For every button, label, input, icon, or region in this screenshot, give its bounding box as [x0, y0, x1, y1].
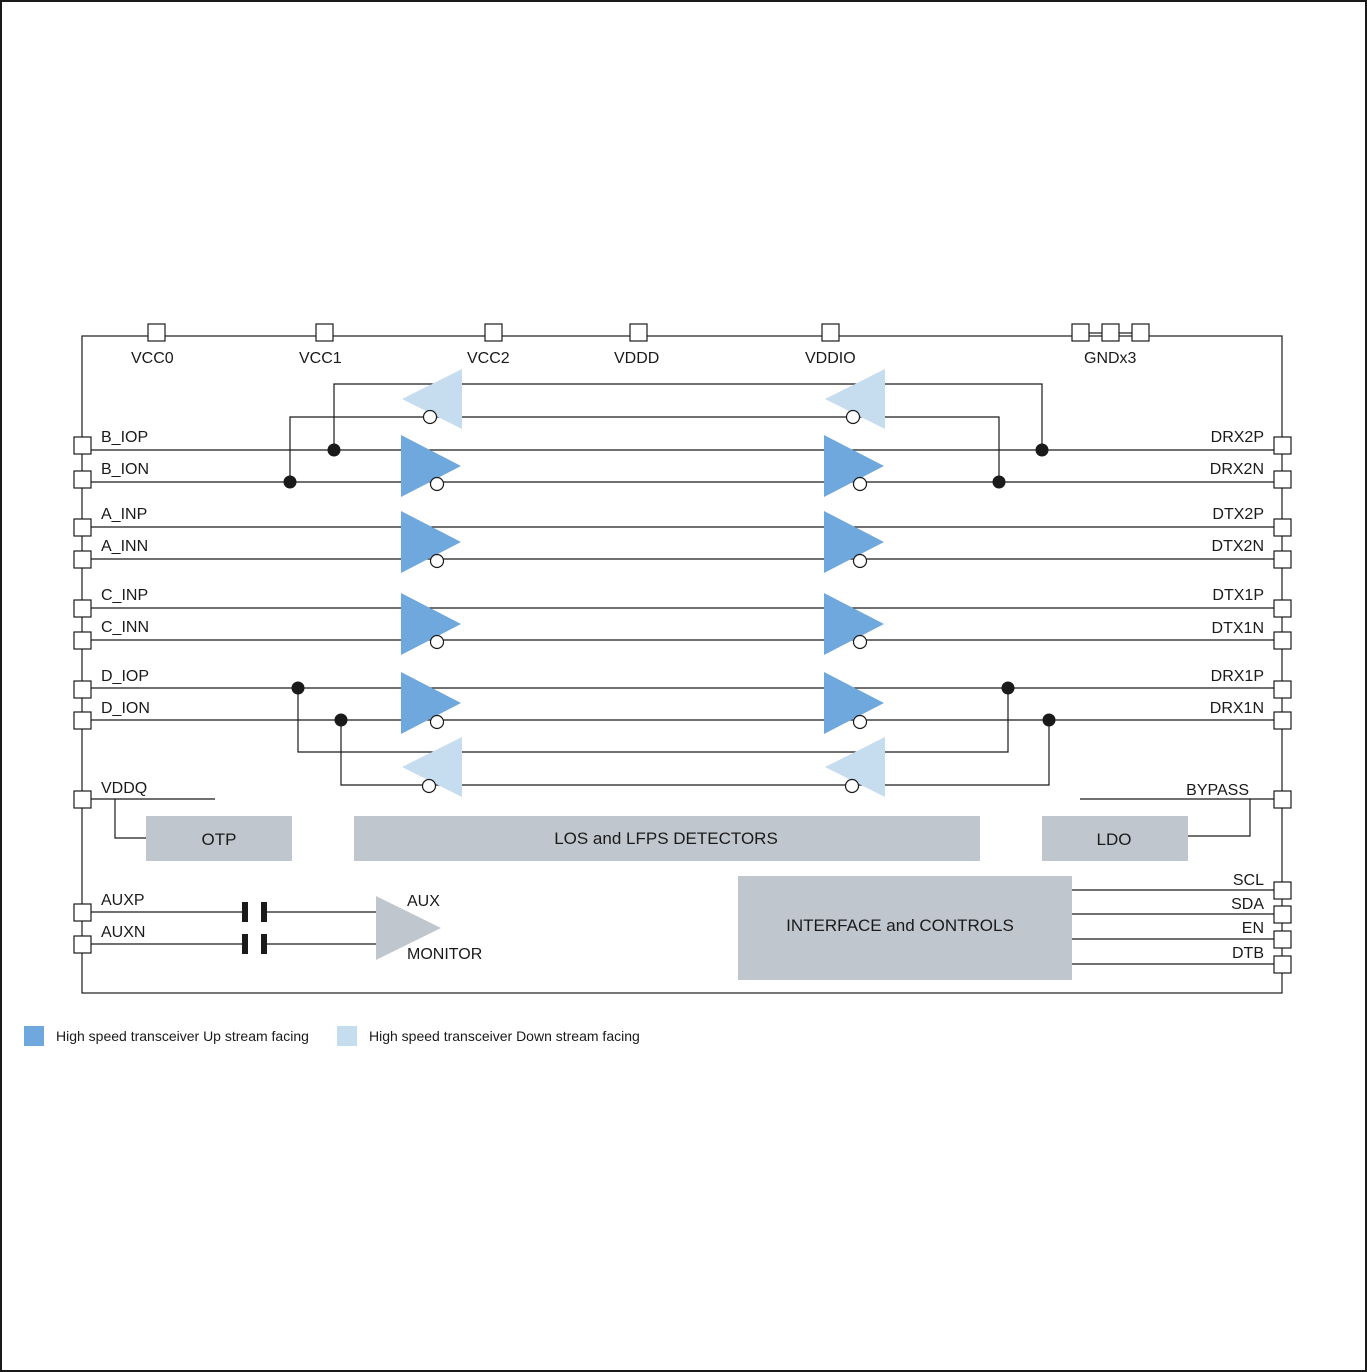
upstream-transceiver-d-right [824, 672, 884, 734]
vddd-label: VDDD [614, 350, 659, 367]
ldo-label: LDO [1097, 830, 1132, 849]
a-inn-label: A_INN [101, 538, 148, 555]
c-inp-pin [73, 599, 92, 618]
vcc1-label: VCC1 [299, 350, 342, 367]
dtx2n-pin [1273, 550, 1292, 569]
upstream-transceiver-a-left [401, 511, 461, 573]
en-pin [1273, 930, 1292, 949]
legend: High speed transceiver Up stream facing … [24, 1026, 640, 1046]
gnd-label: GNDx3 [1084, 350, 1137, 367]
b-ion-pin [73, 470, 92, 489]
dtx1n-label: DTX1N [1212, 620, 1264, 637]
los-lfps-block [354, 816, 980, 861]
vddq-pin [73, 790, 92, 809]
auxn-pin [73, 935, 92, 954]
junction-dots [283, 443, 1056, 727]
aux-monitor-label-line1: AUX [407, 893, 440, 910]
los-lfps-label: LOS and LFPS DETECTORS [554, 829, 778, 848]
sda-pin [1273, 905, 1292, 924]
d-iop-label: D_IOP [101, 668, 149, 685]
bypass-label: BYPASS [1186, 782, 1249, 799]
sda-label: SDA [1231, 896, 1264, 913]
right-pins [1273, 436, 1292, 974]
dtx1n-pin [1273, 631, 1292, 650]
downstream-transceiver-top-right [825, 369, 885, 429]
vcc2-label: VCC2 [467, 350, 510, 367]
signal-lines [82, 383, 1282, 965]
aux-monitor-label-line2: MONITOR [407, 946, 482, 963]
bypass-pin [1273, 790, 1292, 809]
scl-label: SCL [1233, 872, 1264, 889]
c-inp-label: C_INP [101, 587, 148, 604]
vcc1-pin [315, 323, 334, 342]
b-iop-label: B_IOP [101, 429, 148, 446]
interface-label: INTERFACE and CONTROLS [786, 916, 1014, 935]
a-inp-label: A_INP [101, 506, 147, 523]
dtx1p-pin [1273, 599, 1292, 618]
legend-upstream-swatch [24, 1026, 44, 1046]
aux-monitor-amplifier [376, 896, 441, 960]
d-iop-pin [73, 680, 92, 699]
dtb-label: DTB [1232, 945, 1264, 962]
dtx1p-label: DTX1P [1212, 587, 1264, 604]
a-inp-pin [73, 518, 92, 537]
drx2p-label: DRX2P [1211, 429, 1264, 446]
drx2n-pin [1273, 470, 1292, 489]
upstream-transceiver-d-left [401, 672, 461, 734]
b-iop-pin [73, 436, 92, 455]
downstream-transceiver-bottom-right [825, 737, 885, 797]
scl-pin [1273, 881, 1292, 900]
legend-upstream-label: High speed transceiver Up stream facing [56, 1028, 309, 1044]
vddd-pin [629, 323, 648, 342]
chip-outline [81, 335, 1283, 994]
d-ion-label: D_ION [101, 700, 150, 717]
drx1p-pin [1273, 680, 1292, 699]
b-ion-label: B_ION [101, 461, 149, 478]
vddio-label: VDDIO [805, 350, 856, 367]
downstream-transceiver-bottom-left [402, 737, 462, 797]
legend-downstream-swatch [337, 1026, 357, 1046]
drx2n-label: DRX2N [1210, 461, 1264, 478]
left-pins [73, 436, 92, 954]
upstream-transceiver-b-left [401, 435, 461, 497]
drx1p-label: DRX1P [1211, 668, 1264, 685]
interface-block [738, 876, 1072, 980]
drx1n-pin [1273, 711, 1292, 730]
c-inn-label: C_INN [101, 619, 149, 636]
gnd-pin-2 [1101, 323, 1120, 342]
upstream-transceiver-b-right [824, 435, 884, 497]
vddio-pin [821, 323, 840, 342]
a-inn-pin [73, 550, 92, 569]
auxp-label: AUXP [101, 892, 145, 909]
dtx2n-label: DTX2N [1212, 538, 1264, 555]
c-inn-pin [73, 631, 92, 650]
legend-downstream-label: High speed transceiver Down stream facin… [369, 1028, 640, 1044]
ldo-block [1042, 816, 1188, 861]
downstream-transceiver-top-left [402, 369, 462, 429]
aux-capacitors [242, 902, 267, 954]
auxp-pin [73, 903, 92, 922]
otp-label: OTP [202, 830, 237, 849]
d-ion-pin [73, 711, 92, 730]
dtx2p-pin [1273, 518, 1292, 537]
upstream-transceiver-c-right [824, 593, 884, 655]
vcc0-label: VCC0 [131, 350, 174, 367]
vcc0-pin [147, 323, 166, 342]
vddq-label: VDDQ [101, 780, 147, 797]
gnd-pin-3 [1131, 323, 1150, 342]
upstream-transceiver-a-right [824, 511, 884, 573]
drx1n-label: DRX1N [1210, 700, 1264, 717]
drx2p-pin [1273, 436, 1292, 455]
en-label: EN [1242, 920, 1264, 937]
dtb-pin [1273, 955, 1292, 974]
gnd-pin-1 [1071, 323, 1090, 342]
auxn-label: AUXN [101, 924, 145, 941]
vcc2-pin [484, 323, 503, 342]
otp-block [146, 816, 292, 861]
power-pins [147, 323, 1150, 342]
dtx2p-label: DTX2P [1212, 506, 1264, 523]
upstream-transceiver-c-left [401, 593, 461, 655]
